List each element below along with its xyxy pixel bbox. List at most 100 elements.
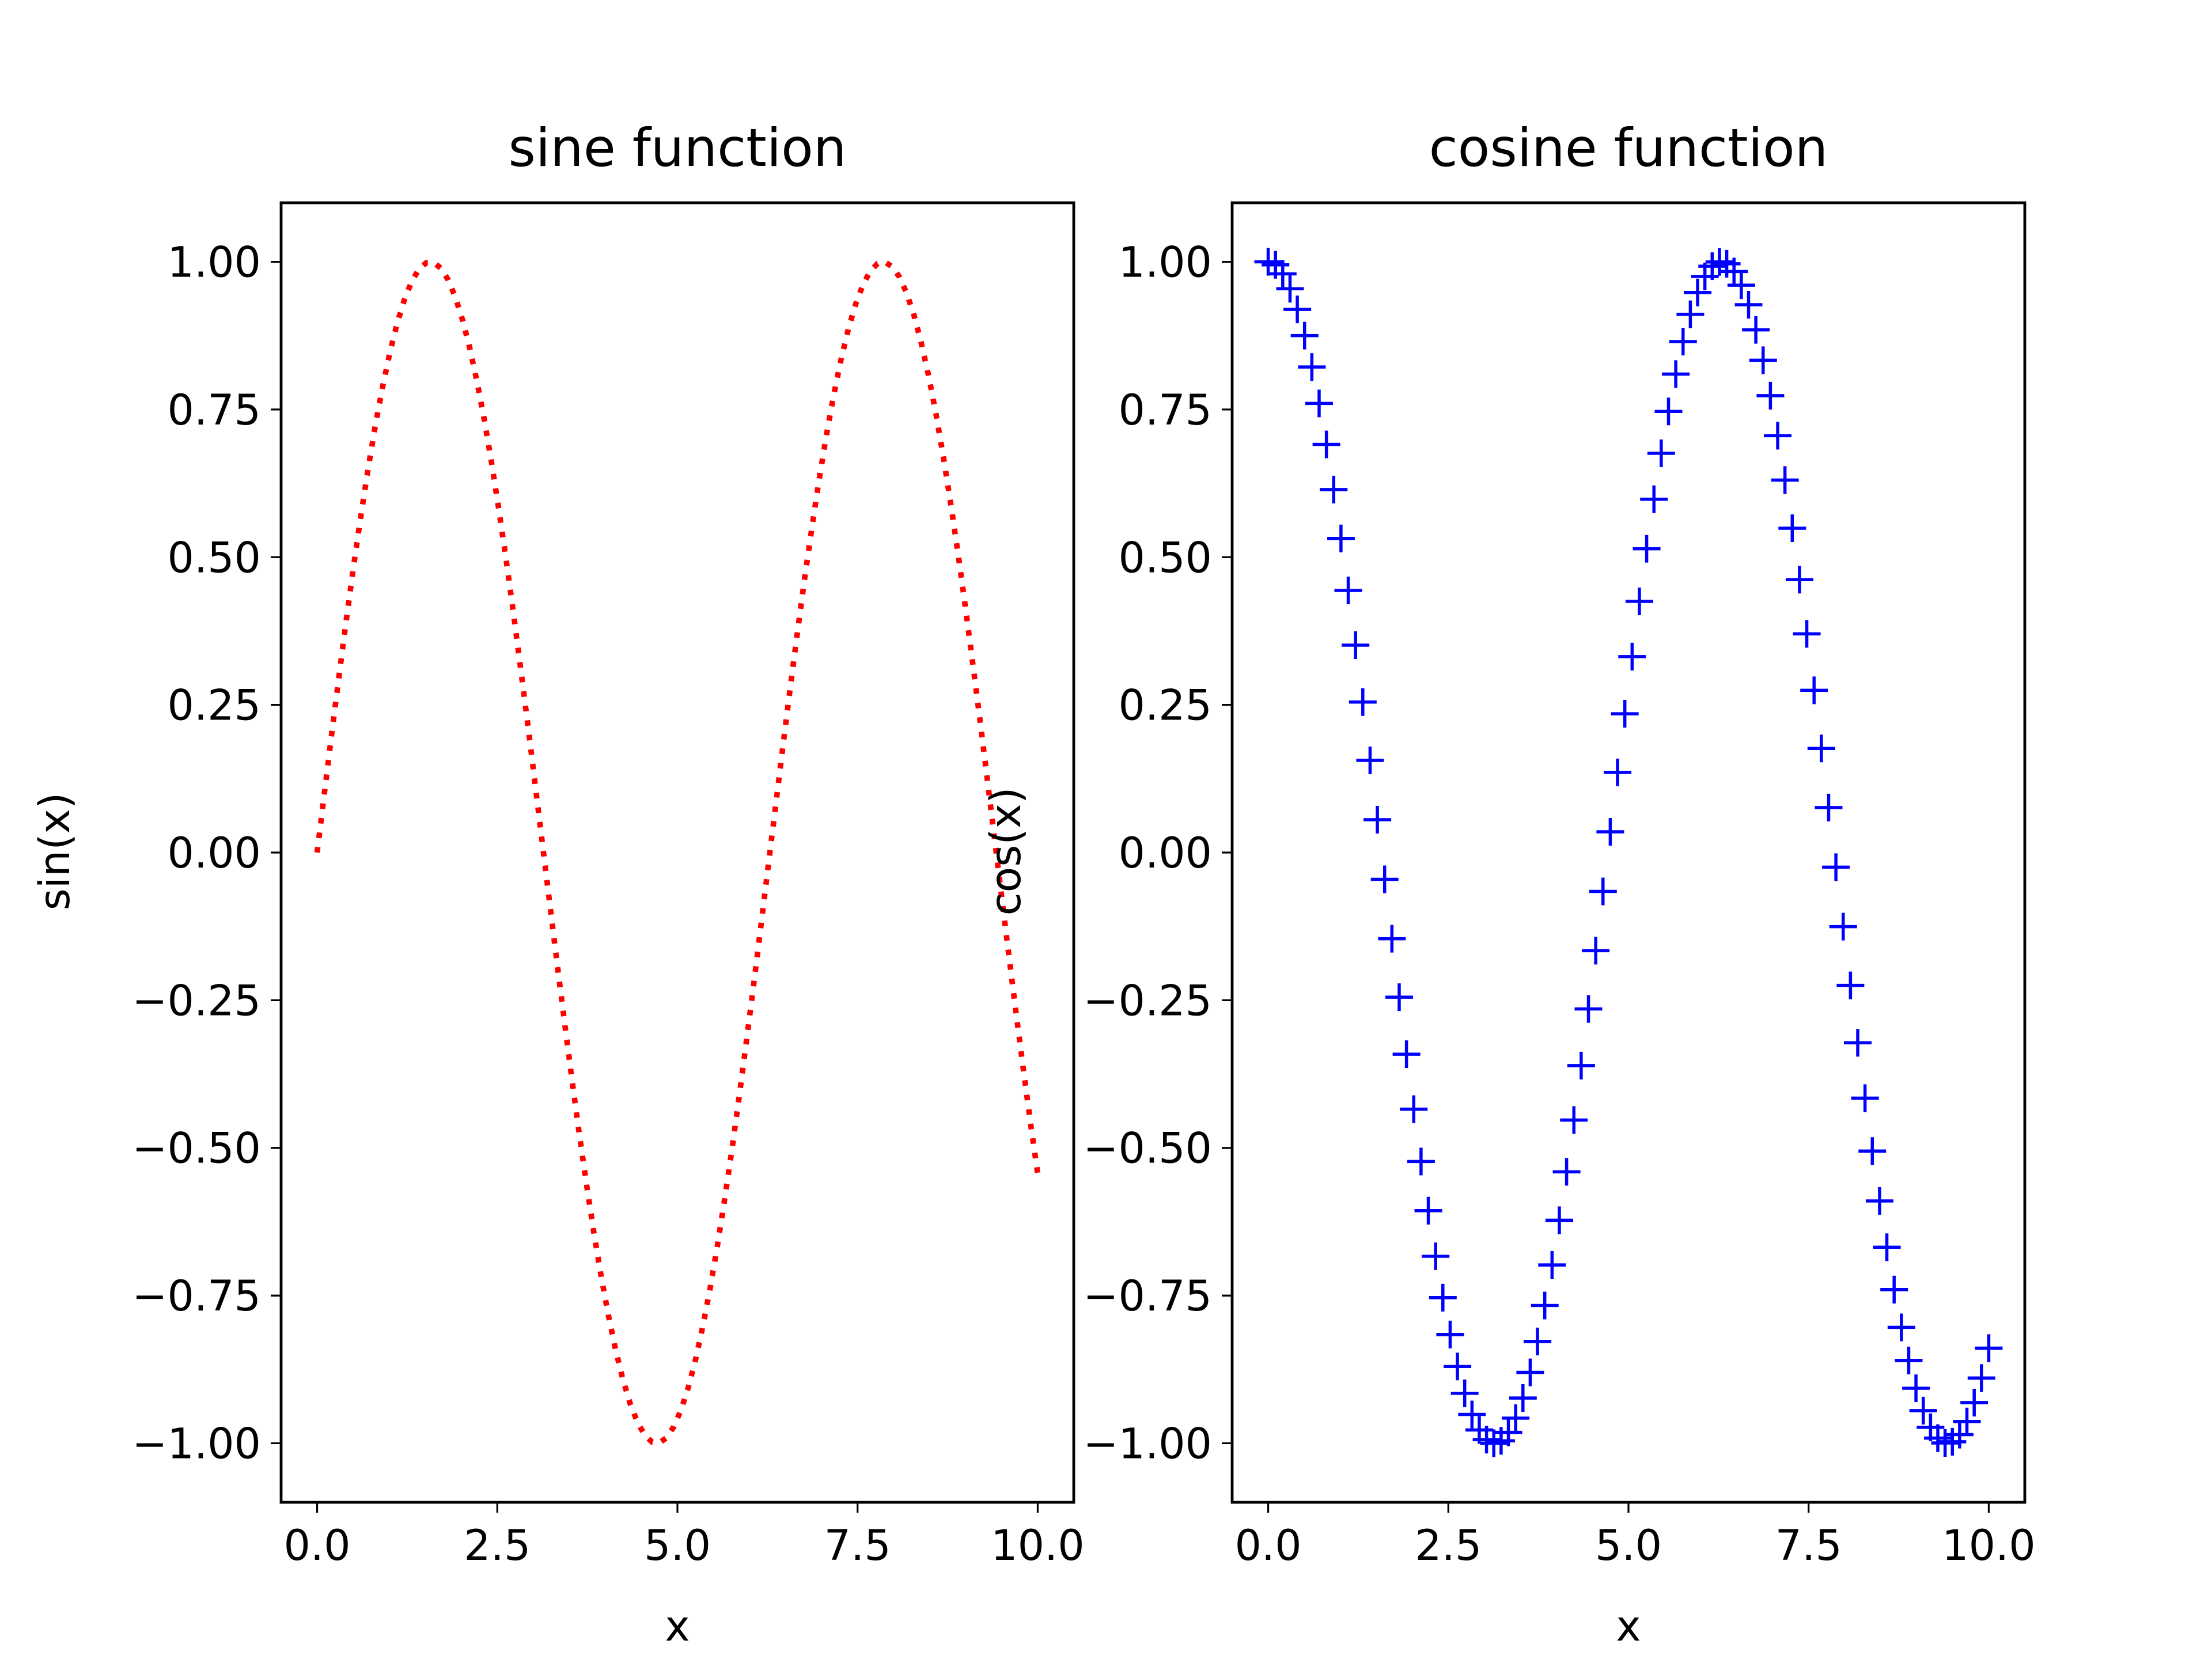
cosine-data-point: [1407, 1147, 1435, 1176]
cosine-data-point: [1574, 995, 1603, 1023]
cosine-data-point: [1567, 1051, 1595, 1080]
cosine-data-point: [1552, 1158, 1581, 1186]
sine-y-tick-label: 0.50: [167, 533, 261, 582]
cosine-data-point: [1625, 588, 1653, 616]
cosine-y-tick-label: −0.75: [1083, 1272, 1212, 1321]
cosine-data-point: [1815, 793, 1843, 821]
cosine-x-axis-label: x: [1616, 1602, 1641, 1651]
cosine-y-axis-label: cos(x): [982, 787, 1031, 916]
cosine-y-tick-label: −0.25: [1083, 976, 1212, 1025]
cosine-data-point: [1502, 1404, 1530, 1432]
sine-y-tick-label: 0.00: [167, 829, 261, 878]
cosine-data-point: [1967, 1364, 1995, 1392]
cosine-data-point: [1916, 1413, 1945, 1441]
cosine-data-point: [1836, 971, 1865, 999]
cosine-data-point: [1444, 1353, 1472, 1381]
cosine-x-tick-label: 10.0: [1942, 1521, 2036, 1570]
cosine-data-point: [1945, 1421, 1974, 1449]
cosine-data-point: [1538, 1251, 1566, 1279]
cosine-data-point: [1327, 524, 1355, 552]
cosine-data-point: [1290, 321, 1319, 350]
sine-x-axis-label: x: [665, 1602, 690, 1651]
cosine-x-tick-label: 7.5: [1775, 1521, 1842, 1570]
cosine-data-point: [1640, 485, 1668, 513]
sine-y-tick-label: −0.75: [132, 1272, 261, 1321]
cosine-data-point: [1771, 466, 1799, 494]
sine-y-axis-label: sin(x): [31, 793, 79, 911]
cosine-data-point: [1720, 257, 1748, 286]
cosine-data-point: [1749, 346, 1777, 374]
sine-x-tick-label: 10.0: [991, 1521, 1085, 1570]
cosine-data-point: [1764, 422, 1792, 450]
cosine-y-tick-label: 0.25: [1118, 681, 1212, 730]
cosine-data-point: [1684, 278, 1712, 306]
sine-series-line: [314, 259, 1041, 1446]
cosine-data-point: [1611, 700, 1639, 728]
cosine-data-point: [1385, 983, 1413, 1012]
cosine-data-point: [1524, 1327, 1552, 1355]
cosine-data-point: [1305, 389, 1333, 418]
cosine-data-point: [1400, 1095, 1428, 1123]
cosine-data-point: [1531, 1291, 1559, 1320]
cosine-data-point: [1807, 734, 1835, 763]
cosine-data-point: [1254, 248, 1282, 276]
sine-ticks: 0.0 2.5 5.0 7.5 10.0 1.00 0.75 0.50 0.25 0.00 −0.2…: [132, 238, 1084, 1570]
cosine-data-point: [1334, 577, 1362, 605]
cosine-data-point: [1589, 877, 1617, 906]
cosine-data-point: [1378, 925, 1406, 953]
cosine-data-point: [1494, 1418, 1522, 1446]
sine-x-tick-label: 5.0: [644, 1521, 711, 1570]
cosine-data-point: [1705, 248, 1733, 276]
cosine-data-point: [1516, 1358, 1544, 1387]
cosine-data-point: [1370, 865, 1399, 893]
cosine-data-point: [1414, 1196, 1442, 1225]
cosine-data-point: [1902, 1374, 1930, 1403]
cosine-data-point: [1756, 381, 1785, 410]
cosine-chart-title: cosine function: [1429, 118, 1828, 179]
sine-x-tick-label: 7.5: [824, 1521, 891, 1570]
cosine-data-point: [1436, 1320, 1464, 1349]
sine-y-tick-label: −0.25: [132, 976, 261, 1025]
cosine-data-point: [1887, 1313, 1915, 1342]
cosine-data-point: [1458, 1400, 1486, 1429]
cosine-data-point: [1422, 1242, 1450, 1270]
cosine-data-point: [1604, 758, 1632, 786]
sine-y-tick-label: 0.25: [167, 681, 261, 730]
sine-y-tick-label: −1.00: [132, 1419, 261, 1468]
sine-plot-area: [314, 259, 1041, 1446]
cosine-data-point: [1283, 296, 1312, 324]
cosine-data-point: [1858, 1137, 1887, 1165]
cosine-x-tick-label: 5.0: [1595, 1521, 1662, 1570]
sine-y-tick-label: 1.00: [167, 238, 261, 287]
sine-x-tick-label: 0.0: [283, 1521, 350, 1570]
cosine-data-point: [1392, 1040, 1421, 1069]
cosine-data-point: [1924, 1424, 1952, 1452]
cosine-data-point: [1596, 818, 1624, 846]
cosine-data-point: [1276, 275, 1304, 303]
cosine-data-point: [1938, 1427, 1967, 1456]
cosine-ticks: 0.0 2.5 5.0 7.5 10.0 1.00 0.75 0.50 0.25 0.00 −0.2…: [1083, 238, 2035, 1570]
cosine-data-point: [1698, 252, 1726, 281]
sine-y-tick-label: −0.50: [132, 1124, 261, 1173]
cosine-data-point: [1647, 439, 1675, 467]
cosine-y-tick-label: 0.50: [1118, 533, 1212, 582]
cosine-data-point: [1829, 912, 1857, 941]
cosine-data-point: [1363, 805, 1392, 834]
cosine-data-point: [1633, 535, 1661, 563]
cosine-data-point: [1844, 1029, 1872, 1057]
cosine-y-tick-label: 0.75: [1118, 386, 1212, 435]
cosine-data-point: [1676, 300, 1705, 328]
cosine-data-point: [1545, 1206, 1573, 1234]
cosine-data-point: [1742, 316, 1770, 344]
cosine-y-tick-label: 1.00: [1118, 238, 1212, 287]
cosine-data-point: [1560, 1106, 1588, 1134]
cosine-plot-area: [1254, 248, 2003, 1457]
cosine-data-point: [1480, 1429, 1508, 1457]
cosine-x-tick-label: 2.5: [1415, 1521, 1482, 1570]
cosine-data-point: [1895, 1346, 1923, 1374]
cosine-data-point: [1727, 271, 1755, 300]
cosine-data-point: [1312, 430, 1340, 459]
cosine-data-point: [1618, 642, 1646, 671]
cosine-data-point: [1356, 747, 1384, 775]
